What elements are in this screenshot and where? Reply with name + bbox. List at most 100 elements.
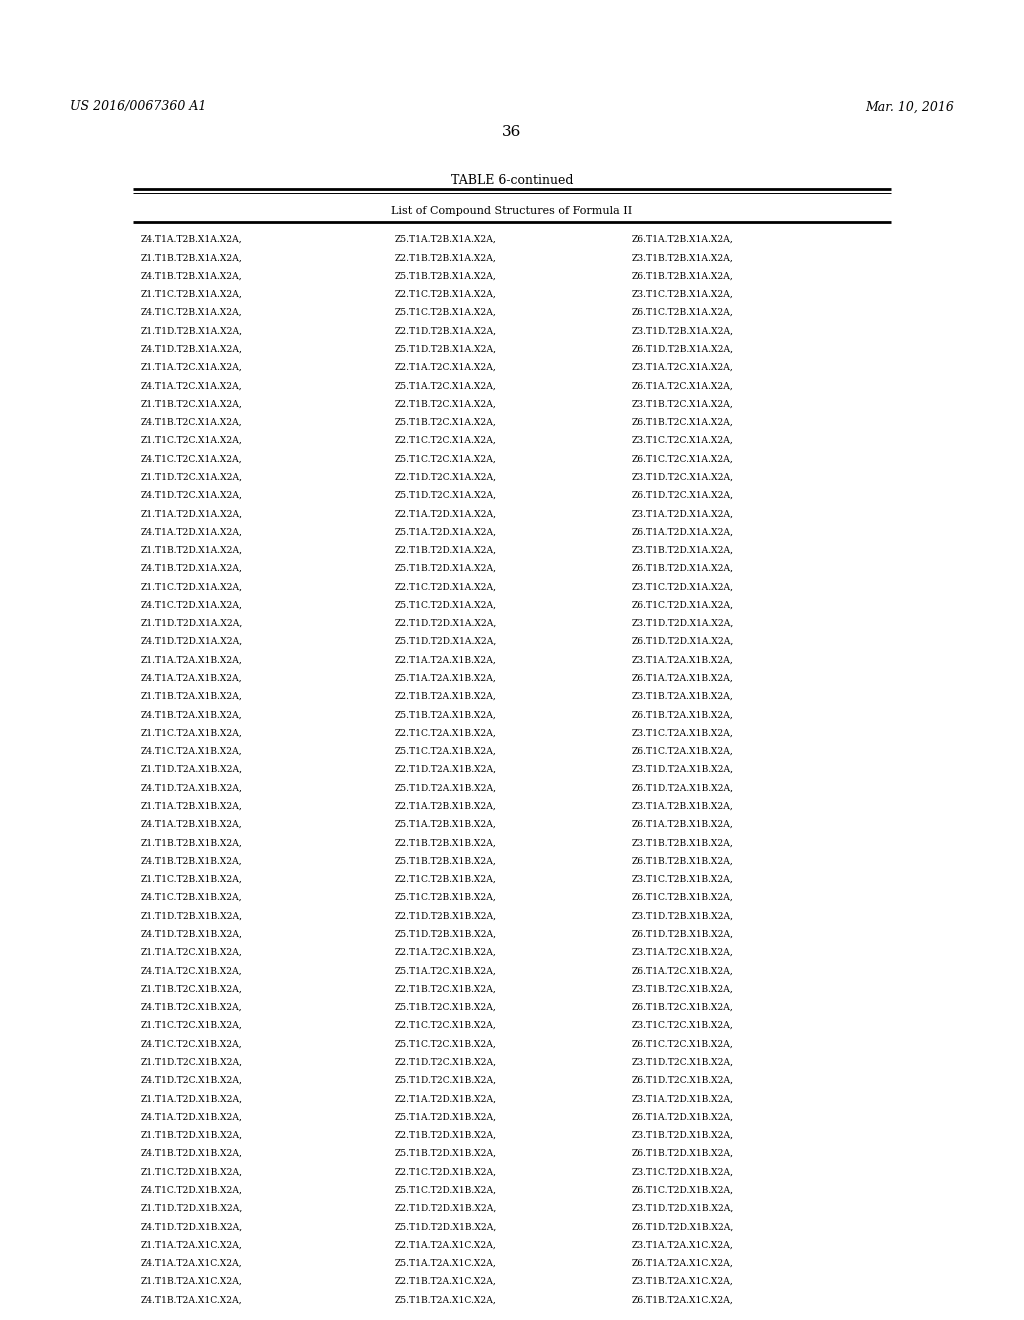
Text: Z1.T1D.T2A.X1B.X2A,: Z1.T1D.T2A.X1B.X2A,	[140, 766, 243, 774]
Text: Z5.T1A.T2B.X1B.X2A,: Z5.T1A.T2B.X1B.X2A,	[394, 820, 496, 829]
Text: Z3.T1A.T2C.X1A.X2A,: Z3.T1A.T2C.X1A.X2A,	[632, 363, 733, 372]
Text: Z1.T1B.T2A.X1C.X2A,: Z1.T1B.T2A.X1C.X2A,	[140, 1276, 242, 1286]
Text: Z6.T1C.T2D.X1A.X2A,: Z6.T1C.T2D.X1A.X2A,	[632, 601, 734, 610]
Text: Z3.T1A.T2A.X1C.X2A,: Z3.T1A.T2A.X1C.X2A,	[632, 1241, 733, 1250]
Text: Z5.T1B.T2B.X1B.X2A,: Z5.T1B.T2B.X1B.X2A,	[394, 857, 496, 866]
Text: Z3.T1B.T2D.X1B.X2A,: Z3.T1B.T2D.X1B.X2A,	[632, 1131, 734, 1139]
Text: Z5.T1C.T2D.X1A.X2A,: Z5.T1C.T2D.X1A.X2A,	[394, 601, 497, 610]
Text: Z2.T1A.T2D.X1A.X2A,: Z2.T1A.T2D.X1A.X2A,	[394, 510, 497, 519]
Text: Z5.T1B.T2A.X1B.X2A,: Z5.T1B.T2A.X1B.X2A,	[394, 710, 496, 719]
Text: Z6.T1A.T2A.X1C.X2A,: Z6.T1A.T2A.X1C.X2A,	[632, 1259, 733, 1267]
Text: Z6.T1A.T2C.X1A.X2A,: Z6.T1A.T2C.X1A.X2A,	[632, 381, 733, 391]
Text: Z6.T1D.T2B.X1A.X2A,: Z6.T1D.T2B.X1A.X2A,	[632, 345, 734, 354]
Text: Z6.T1D.T2D.X1B.X2A,: Z6.T1D.T2D.X1B.X2A,	[632, 1222, 734, 1232]
Text: Z3.T1D.T2D.X1A.X2A,: Z3.T1D.T2D.X1A.X2A,	[632, 619, 734, 628]
Text: Z6.T1B.T2D.X1B.X2A,: Z6.T1B.T2D.X1B.X2A,	[632, 1148, 734, 1158]
Text: Z2.T1B.T2D.X1A.X2A,: Z2.T1B.T2D.X1A.X2A,	[394, 545, 497, 554]
Text: Z6.T1C.T2C.X1B.X2A,: Z6.T1C.T2C.X1B.X2A,	[632, 1039, 733, 1048]
Text: Z2.T1B.T2A.X1B.X2A,: Z2.T1B.T2A.X1B.X2A,	[394, 692, 496, 701]
Text: Z1.T1B.T2D.X1B.X2A,: Z1.T1B.T2D.X1B.X2A,	[140, 1131, 243, 1139]
Text: Z1.T1C.T2C.X1A.X2A,: Z1.T1C.T2C.X1A.X2A,	[140, 436, 242, 445]
Text: Z6.T1B.T2C.X1B.X2A,: Z6.T1B.T2C.X1B.X2A,	[632, 1003, 733, 1012]
Text: Z5.T1A.T2C.X1A.X2A,: Z5.T1A.T2C.X1A.X2A,	[394, 381, 496, 391]
Text: Z2.T1A.T2A.X1B.X2A,: Z2.T1A.T2A.X1B.X2A,	[394, 656, 496, 664]
Text: Z5.T1C.T2A.X1B.X2A,: Z5.T1C.T2A.X1B.X2A,	[394, 747, 496, 756]
Text: Z4.T1C.T2D.X1A.X2A,: Z4.T1C.T2D.X1A.X2A,	[140, 601, 242, 610]
Text: Z1.T1C.T2C.X1B.X2A,: Z1.T1C.T2C.X1B.X2A,	[140, 1022, 242, 1030]
Text: Z4.T1C.T2D.X1B.X2A,: Z4.T1C.T2D.X1B.X2A,	[140, 1185, 242, 1195]
Text: Z5.T1A.T2A.X1B.X2A,: Z5.T1A.T2A.X1B.X2A,	[394, 673, 496, 682]
Text: Z1.T1A.T2A.X1B.X2A,: Z1.T1A.T2A.X1B.X2A,	[140, 656, 242, 664]
Text: Z1.T1C.T2D.X1B.X2A,: Z1.T1C.T2D.X1B.X2A,	[140, 1167, 243, 1176]
Text: Z1.T1D.T2C.X1A.X2A,: Z1.T1D.T2C.X1A.X2A,	[140, 473, 243, 482]
Text: Z3.T1B.T2B.X1A.X2A,: Z3.T1B.T2B.X1A.X2A,	[632, 253, 733, 263]
Text: Z5.T1D.T2B.X1A.X2A,: Z5.T1D.T2B.X1A.X2A,	[394, 345, 497, 354]
Text: Z4.T1D.T2C.X1B.X2A,: Z4.T1D.T2C.X1B.X2A,	[140, 1076, 242, 1085]
Text: Z3.T1C.T2C.X1A.X2A,: Z3.T1C.T2C.X1A.X2A,	[632, 436, 733, 445]
Text: Z1.T1A.T2C.X1B.X2A,: Z1.T1A.T2C.X1B.X2A,	[140, 948, 242, 957]
Text: Z2.T1C.T2D.X1A.X2A,: Z2.T1C.T2D.X1A.X2A,	[394, 582, 497, 591]
Text: Z1.T1B.T2A.X1B.X2A,: Z1.T1B.T2A.X1B.X2A,	[140, 692, 242, 701]
Text: Z2.T1C.T2C.X1A.X2A,: Z2.T1C.T2C.X1A.X2A,	[394, 436, 496, 445]
Text: Z5.T1D.T2C.X1B.X2A,: Z5.T1D.T2C.X1B.X2A,	[394, 1076, 497, 1085]
Text: Z6.T1A.T2C.X1B.X2A,: Z6.T1A.T2C.X1B.X2A,	[632, 966, 733, 975]
Text: List of Compound Structures of Formula II: List of Compound Structures of Formula I…	[391, 206, 633, 216]
Text: Z1.T1D.T2B.X1B.X2A,: Z1.T1D.T2B.X1B.X2A,	[140, 911, 243, 920]
Text: Z4.T1A.T2A.X1C.X2A,: Z4.T1A.T2A.X1C.X2A,	[140, 1259, 242, 1267]
Text: Z2.T1B.T2C.X1A.X2A,: Z2.T1B.T2C.X1A.X2A,	[394, 400, 496, 408]
Text: Z5.T1B.T2B.X1A.X2A,: Z5.T1B.T2B.X1A.X2A,	[394, 272, 496, 281]
Text: Z3.T1A.T2C.X1B.X2A,: Z3.T1A.T2C.X1B.X2A,	[632, 948, 733, 957]
Text: Z4.T1B.T2C.X1A.X2A,: Z4.T1B.T2C.X1A.X2A,	[140, 417, 242, 426]
Text: Z2.T1C.T2D.X1B.X2A,: Z2.T1C.T2D.X1B.X2A,	[394, 1167, 497, 1176]
Text: Z6.T1C.T2B.X1B.X2A,: Z6.T1C.T2B.X1B.X2A,	[632, 894, 733, 902]
Text: Z5.T1D.T2D.X1B.X2A,: Z5.T1D.T2D.X1B.X2A,	[394, 1222, 497, 1232]
Text: Z1.T1D.T2C.X1B.X2A,: Z1.T1D.T2C.X1B.X2A,	[140, 1057, 243, 1067]
Text: Z5.T1B.T2A.X1C.X2A,: Z5.T1B.T2A.X1C.X2A,	[394, 1295, 496, 1304]
Text: Z2.T1D.T2D.X1B.X2A,: Z2.T1D.T2D.X1B.X2A,	[394, 1204, 497, 1213]
Text: Z2.T1B.T2B.X1B.X2A,: Z2.T1B.T2B.X1B.X2A,	[394, 838, 496, 847]
Text: Z5.T1A.T2C.X1B.X2A,: Z5.T1A.T2C.X1B.X2A,	[394, 966, 496, 975]
Text: Z3.T1D.T2C.X1B.X2A,: Z3.T1D.T2C.X1B.X2A,	[632, 1057, 734, 1067]
Text: Z3.T1D.T2A.X1B.X2A,: Z3.T1D.T2A.X1B.X2A,	[632, 766, 734, 774]
Text: Z6.T1B.T2D.X1A.X2A,: Z6.T1B.T2D.X1A.X2A,	[632, 564, 734, 573]
Text: Z3.T1B.T2A.X1B.X2A,: Z3.T1B.T2A.X1B.X2A,	[632, 692, 733, 701]
Text: Z5.T1A.T2B.X1A.X2A,: Z5.T1A.T2B.X1A.X2A,	[394, 235, 496, 244]
Text: Z5.T1C.T2C.X1B.X2A,: Z5.T1C.T2C.X1B.X2A,	[394, 1039, 496, 1048]
Text: Z4.T1A.T2D.X1B.X2A,: Z4.T1A.T2D.X1B.X2A,	[140, 1113, 242, 1122]
Text: Z2.T1D.T2B.X1B.X2A,: Z2.T1D.T2B.X1B.X2A,	[394, 911, 497, 920]
Text: Z4.T1B.T2D.X1A.X2A,: Z4.T1B.T2D.X1A.X2A,	[140, 564, 242, 573]
Text: Z2.T1C.T2B.X1A.X2A,: Z2.T1C.T2B.X1A.X2A,	[394, 290, 496, 298]
Text: Z6.T1D.T2D.X1A.X2A,: Z6.T1D.T2D.X1A.X2A,	[632, 638, 734, 647]
Text: Z6.T1C.T2D.X1B.X2A,: Z6.T1C.T2D.X1B.X2A,	[632, 1185, 734, 1195]
Text: Z6.T1B.T2A.X1B.X2A,: Z6.T1B.T2A.X1B.X2A,	[632, 710, 733, 719]
Text: Z5.T1D.T2A.X1B.X2A,: Z5.T1D.T2A.X1B.X2A,	[394, 784, 497, 792]
Text: Z6.T1A.T2D.X1B.X2A,: Z6.T1A.T2D.X1B.X2A,	[632, 1113, 734, 1122]
Text: Z1.T1C.T2B.X1B.X2A,: Z1.T1C.T2B.X1B.X2A,	[140, 875, 242, 884]
Text: Z4.T1D.T2B.X1A.X2A,: Z4.T1D.T2B.X1A.X2A,	[140, 345, 242, 354]
Text: Z6.T1A.T2B.X1B.X2A,: Z6.T1A.T2B.X1B.X2A,	[632, 820, 733, 829]
Text: Z5.T1D.T2D.X1A.X2A,: Z5.T1D.T2D.X1A.X2A,	[394, 638, 497, 647]
Text: Z6.T1C.T2A.X1B.X2A,: Z6.T1C.T2A.X1B.X2A,	[632, 747, 733, 756]
Text: Z2.T1D.T2B.X1A.X2A,: Z2.T1D.T2B.X1A.X2A,	[394, 326, 497, 335]
Text: Z3.T1D.T2C.X1A.X2A,: Z3.T1D.T2C.X1A.X2A,	[632, 473, 734, 482]
Text: Z5.T1A.T2D.X1A.X2A,: Z5.T1A.T2D.X1A.X2A,	[394, 528, 497, 536]
Text: Z4.T1A.T2C.X1A.X2A,: Z4.T1A.T2C.X1A.X2A,	[140, 381, 242, 391]
Text: Z2.T1B.T2A.X1C.X2A,: Z2.T1B.T2A.X1C.X2A,	[394, 1276, 496, 1286]
Text: Z5.T1B.T2D.X1B.X2A,: Z5.T1B.T2D.X1B.X2A,	[394, 1148, 497, 1158]
Text: Z3.T1C.T2C.X1B.X2A,: Z3.T1C.T2C.X1B.X2A,	[632, 1022, 733, 1030]
Text: Z2.T1B.T2C.X1B.X2A,: Z2.T1B.T2C.X1B.X2A,	[394, 985, 496, 994]
Text: Z6.T1B.T2B.X1B.X2A,: Z6.T1B.T2B.X1B.X2A,	[632, 857, 733, 866]
Text: Z3.T1C.T2B.X1A.X2A,: Z3.T1C.T2B.X1A.X2A,	[632, 290, 733, 298]
Text: Z2.T1D.T2D.X1A.X2A,: Z2.T1D.T2D.X1A.X2A,	[394, 619, 497, 628]
Text: Z2.T1C.T2C.X1B.X2A,: Z2.T1C.T2C.X1B.X2A,	[394, 1022, 496, 1030]
Text: Z1.T1D.T2D.X1B.X2A,: Z1.T1D.T2D.X1B.X2A,	[140, 1204, 243, 1213]
Text: Z3.T1D.T2B.X1A.X2A,: Z3.T1D.T2B.X1A.X2A,	[632, 326, 734, 335]
Text: Z2.T1D.T2C.X1B.X2A,: Z2.T1D.T2C.X1B.X2A,	[394, 1057, 497, 1067]
Text: Z6.T1C.T2C.X1A.X2A,: Z6.T1C.T2C.X1A.X2A,	[632, 454, 733, 463]
Text: Mar. 10, 2016: Mar. 10, 2016	[865, 100, 954, 114]
Text: Z3.T1B.T2C.X1A.X2A,: Z3.T1B.T2C.X1A.X2A,	[632, 400, 733, 408]
Text: 36: 36	[503, 125, 521, 140]
Text: Z4.T1B.T2A.X1B.X2A,: Z4.T1B.T2A.X1B.X2A,	[140, 710, 242, 719]
Text: Z6.T1B.T2C.X1A.X2A,: Z6.T1B.T2C.X1A.X2A,	[632, 417, 733, 426]
Text: Z4.T1D.T2D.X1B.X2A,: Z4.T1D.T2D.X1B.X2A,	[140, 1222, 243, 1232]
